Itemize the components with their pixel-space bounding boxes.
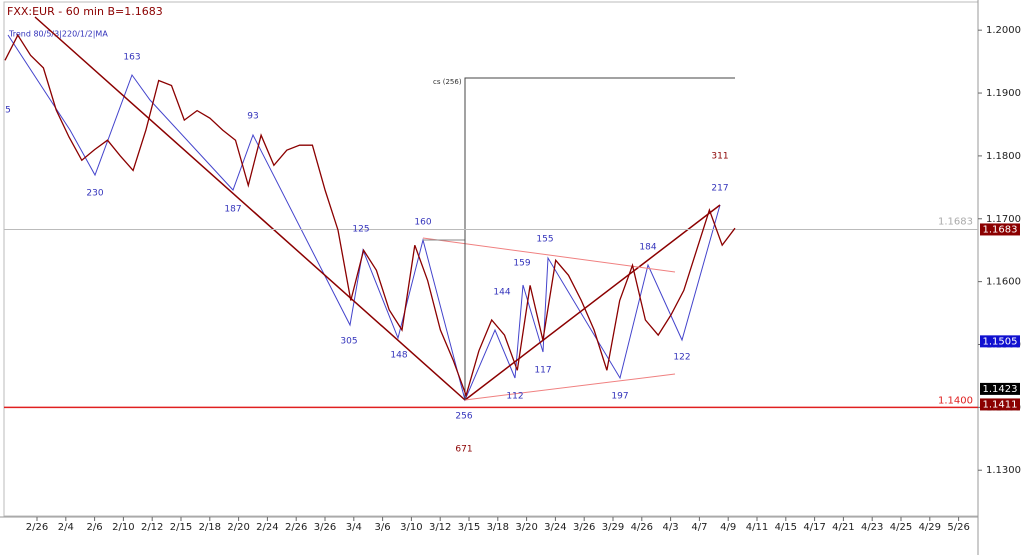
x-tick-label: 4/23 — [861, 522, 883, 533]
trend-line — [464, 204, 721, 401]
x-tick-label: 3/15 — [458, 522, 480, 533]
price-tag-label: 1.1505 — [983, 336, 1018, 347]
chart-subtitle: Trend 80/5/3|220/1/2|MA — [8, 30, 108, 39]
x-tick-label: 2/20 — [227, 522, 249, 533]
price-tag-box — [980, 398, 1020, 411]
x-tick-label: 3/24 — [544, 522, 566, 533]
wave-count: 197 — [611, 392, 628, 402]
wave-count: 671 — [455, 445, 472, 455]
price-tag-label: 1.1423 — [983, 384, 1018, 395]
x-tick-label: 2/4 — [58, 522, 74, 533]
wave-count: 217 — [711, 184, 728, 194]
x-tick-label: 2/15 — [170, 522, 192, 533]
wave-count: 144 — [493, 288, 510, 298]
y-tick-label: 1.1600 — [986, 277, 1021, 288]
wave-count: 187 — [224, 205, 241, 215]
x-tick-label: 2/26 — [285, 522, 307, 533]
wave-count: 184 — [639, 243, 656, 253]
wave-count: 93 — [247, 112, 258, 122]
x-tick-label: 4/25 — [890, 522, 912, 533]
channel-line — [464, 373, 676, 401]
price-tag-box — [980, 382, 1020, 395]
price-tag-box — [980, 223, 1020, 236]
price-tag-box — [980, 335, 1020, 348]
trend-line — [34, 16, 466, 401]
wave-count: 230 — [86, 189, 103, 199]
price-tag-label: 1.1683 — [983, 224, 1018, 235]
x-tick-label: 4/21 — [832, 522, 854, 533]
x-tick-label: 3/12 — [429, 522, 451, 533]
x-tick-label: 4/11 — [746, 522, 768, 533]
x-tick-label: 2/6 — [87, 522, 103, 533]
x-tick-label: 4/9 — [720, 522, 736, 533]
wave-count: 155 — [536, 235, 553, 245]
x-tick-label: 3/26 — [314, 522, 336, 533]
wave-count: 5 — [5, 106, 11, 116]
price-tag-label: 1.1683 — [938, 216, 973, 227]
x-tick-label: 4/29 — [919, 522, 941, 533]
wave-count: 160 — [414, 218, 431, 228]
wave-count: 117 — [534, 366, 551, 376]
price-tag-label: 1.1411 — [983, 399, 1018, 410]
wave-count: 125 — [352, 225, 369, 235]
cycle-bracket — [464, 77, 735, 400]
wave-count: 112 — [506, 392, 523, 402]
price-tag-label: 1.1400 — [938, 395, 973, 406]
y-tick-label: 1.1800 — [986, 151, 1021, 162]
chart-title: FXX:EUR - 60 min B=1.1683 — [7, 5, 163, 18]
x-tick-label: 3/29 — [602, 522, 624, 533]
x-tick-label: 3/18 — [487, 522, 509, 533]
x-tick-label: 4/17 — [803, 522, 825, 533]
y-tick-label: 1.1300 — [986, 465, 1021, 476]
x-tick-label: 2/24 — [256, 522, 278, 533]
x-tick-label: 3/4 — [346, 522, 362, 533]
plot-frame — [3, 1, 979, 517]
x-tick-label: 4/7 — [691, 522, 707, 533]
x-tick-label: 3/6 — [375, 522, 391, 533]
wave-count: 122 — [673, 353, 690, 363]
x-tick-label: 2/10 — [112, 522, 134, 533]
cycle-label: cs (256) — [433, 78, 462, 86]
x-tick-label: 2/12 — [141, 522, 163, 533]
wave-count: 311 — [711, 152, 728, 162]
price-line — [4, 33, 736, 398]
x-tick-label: 4/3 — [663, 522, 679, 533]
wave-count: 305 — [340, 337, 357, 347]
x-tick-label: 4/15 — [775, 522, 797, 533]
x-tick-label: 3/20 — [515, 522, 537, 533]
x-tick-label: 3/10 — [400, 522, 422, 533]
wave-count: 148 — [390, 351, 407, 361]
y-tick-label: 1.2000 — [986, 25, 1021, 36]
wave-count: 256 — [455, 412, 472, 422]
y-tick-label: 1.1900 — [986, 88, 1021, 99]
x-tick-label: 3/26 — [573, 522, 595, 533]
x-tick-label: 2/18 — [199, 522, 221, 533]
x-tick-label: 5/26 — [947, 522, 969, 533]
wave-count: 159 — [513, 259, 530, 269]
wave-count: 163 — [123, 53, 140, 63]
x-tick-label: 2/26 — [26, 522, 48, 533]
x-tick-label: 4/26 — [631, 522, 653, 533]
y-tick-label: 1.1700 — [986, 214, 1021, 225]
